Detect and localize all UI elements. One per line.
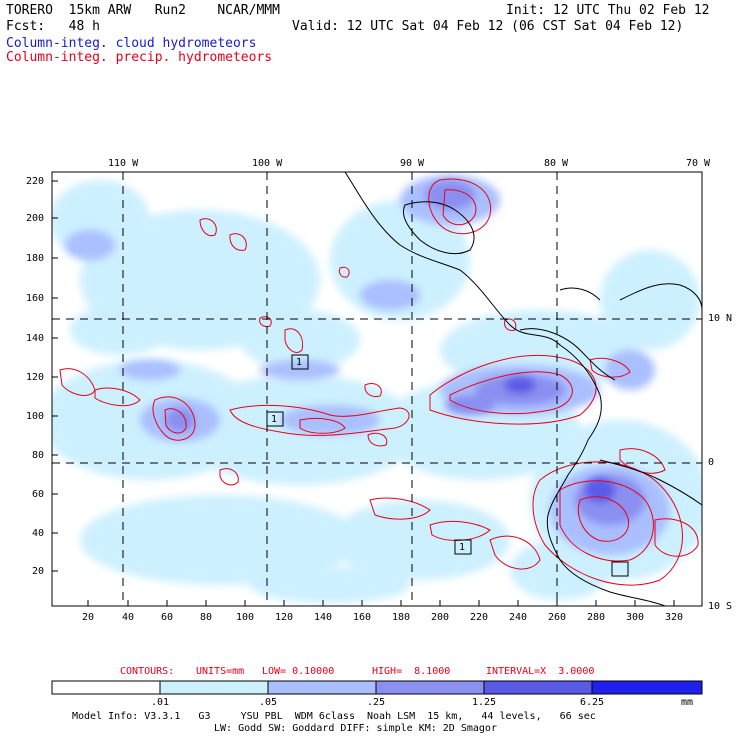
x-tick: 280 — [587, 612, 606, 623]
y-tick: 160 — [26, 293, 45, 304]
x-tick: 120 — [275, 612, 294, 623]
y-tick: 200 — [26, 213, 45, 224]
colorbar-tick: .25 — [367, 697, 386, 708]
lon-label-80w: 80 W — [544, 158, 569, 169]
x-tick: 20 — [82, 612, 95, 623]
contours-label: CONTOURS: — [120, 666, 175, 677]
x-tick: 320 — [665, 612, 684, 623]
colorbar-tick: .05 — [259, 697, 278, 708]
precip-contours — [59, 178, 699, 586]
contours-high: HIGH= 8.1000 — [372, 666, 451, 677]
contours-interval: INTERVAL=X 3.0000 — [486, 666, 595, 677]
x-tick: 260 — [548, 612, 567, 623]
y-tick: 20 — [32, 566, 45, 577]
x-tick: 180 — [392, 612, 411, 623]
field-precip-label: Column-integ. precip. hydrometeors — [6, 50, 273, 65]
lon-label-70w: 70 W — [686, 158, 711, 169]
valid-time: Valid: 12 UTC Sat 04 Feb 12 (06 CST Sat … — [292, 19, 684, 34]
x-tick: 300 — [626, 612, 645, 623]
contours-units: UNITS=mm — [196, 666, 245, 677]
x-tick: 100 — [236, 612, 255, 623]
precip-field-intense — [505, 377, 615, 502]
x-tick: 220 — [470, 612, 489, 623]
lon-label-110w: 110 W — [108, 158, 139, 169]
y-tick: 220 — [26, 176, 45, 187]
x-tick: 60 — [161, 612, 174, 623]
y-tick: 120 — [26, 372, 45, 383]
x-tick: 240 — [509, 612, 528, 623]
y-tick: 80 — [32, 450, 45, 461]
lon-label-90w: 90 W — [400, 158, 425, 169]
lat-label-10n: 10 N — [708, 313, 733, 324]
lat-label-10s: 10 S — [708, 601, 733, 612]
lat-label-0: 0 — [708, 457, 715, 468]
y-tick: 60 — [32, 489, 45, 500]
x-tick: 160 — [353, 612, 372, 623]
lat-lon-grid — [52, 172, 702, 606]
colorbar-tick: .01 — [151, 697, 170, 708]
y-tick: 100 — [26, 411, 45, 422]
y-tick: 180 — [26, 253, 45, 264]
map-plot-area — [52, 172, 702, 606]
station-boxes — [266, 354, 629, 577]
station-box-label: 1 — [459, 542, 466, 553]
x-tick: 140 — [314, 612, 333, 623]
x-tick: 40 — [122, 612, 135, 623]
station-box-label: 1 — [296, 357, 303, 368]
colorbar-unit: mm — [681, 697, 694, 708]
map-frame — [51, 171, 703, 607]
x-tick: 200 — [431, 612, 450, 623]
colorbar-tick: 1.25 — [472, 697, 497, 708]
y-tick: 140 — [26, 333, 45, 344]
forecast-hour: Fcst: 48 h — [6, 19, 100, 34]
station-box-label: 1 — [271, 414, 278, 425]
y-tick: 40 — [32, 528, 45, 539]
init-time: Init: 12 UTC Thu 02 Feb 12 — [506, 3, 710, 18]
colorbar-tick: 6.25 — [580, 697, 605, 708]
coastlines — [344, 172, 702, 606]
axis-ticks — [52, 180, 675, 606]
model-info-line2: LW: Godd SW: Goddard DIFF: simple KM: 2D… — [214, 723, 497, 734]
colorbar — [51, 680, 703, 695]
model-info-line1: Model Info: V3.3.1 G3 YSU PBL WDM 6class… — [72, 711, 596, 722]
lon-label-100w: 100 W — [252, 158, 283, 169]
model-title: TORERO 15km ARW Run2 NCAR/MMM — [6, 3, 280, 18]
field-cloud-label: Column-integ. cloud hydrometeors — [6, 36, 257, 51]
contours-low: LOW= 0.10000 — [262, 666, 335, 677]
x-tick: 80 — [200, 612, 213, 623]
